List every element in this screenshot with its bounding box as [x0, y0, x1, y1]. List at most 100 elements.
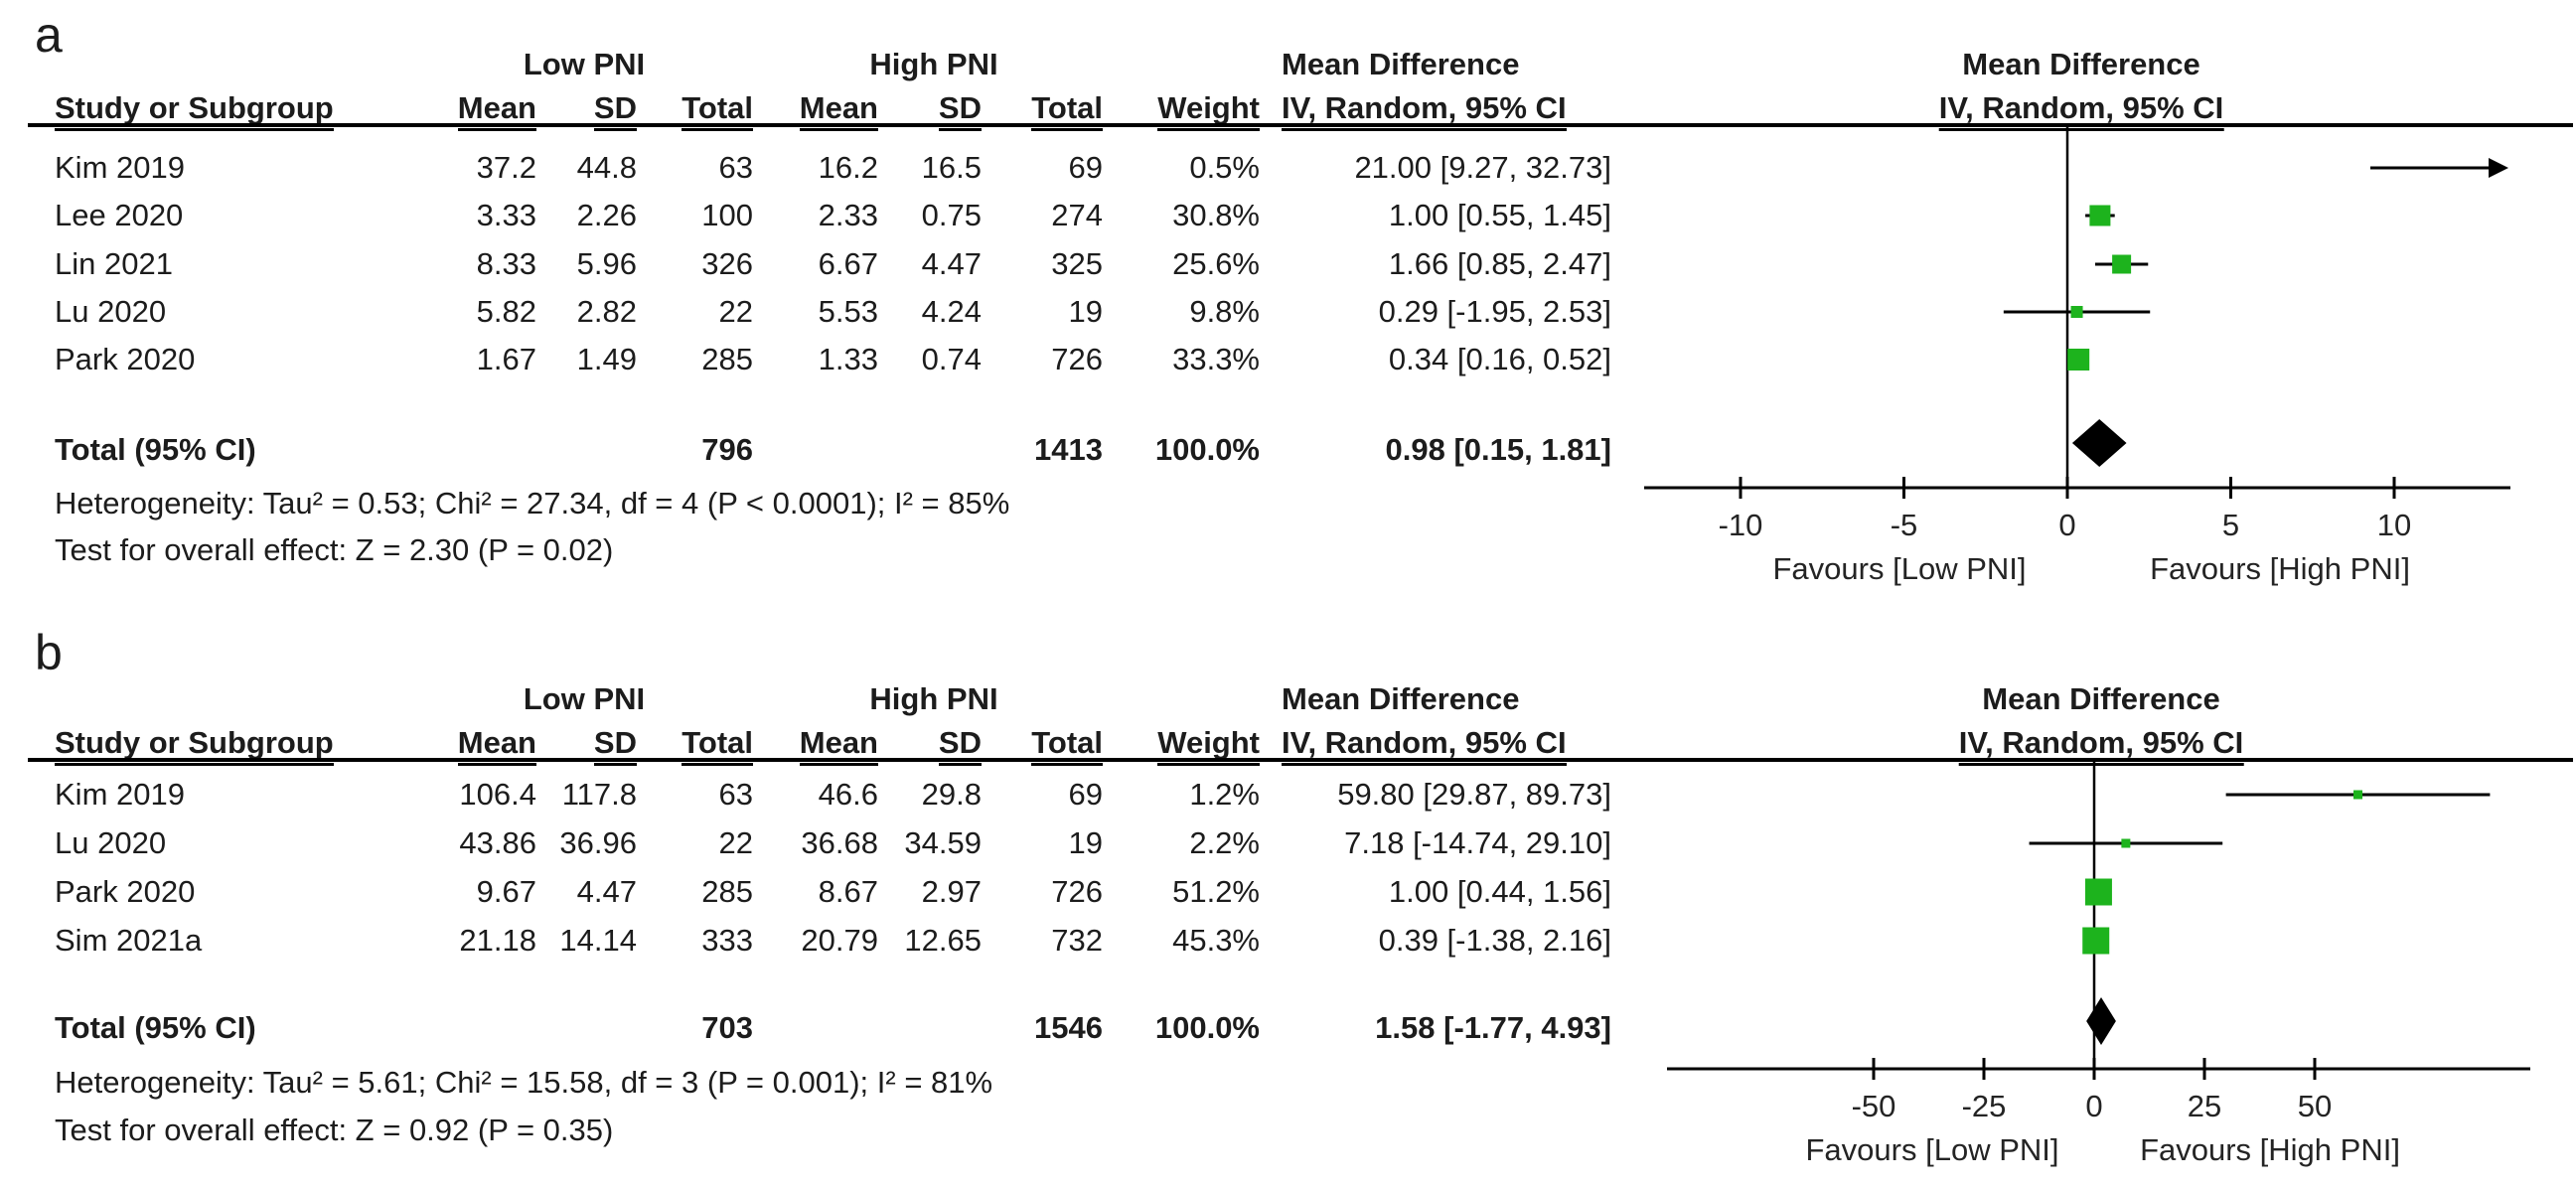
study-weight: 1.2%: [1189, 777, 1260, 812]
study-md_ci: 1.66 [0.85, 2.47]: [1388, 246, 1611, 281]
study-sd1: 2.82: [576, 294, 637, 329]
study-n1: 333: [701, 923, 753, 958]
column-header-n1: Total: [682, 725, 753, 766]
study-weight: 0.5%: [1189, 150, 1260, 185]
study-sd1: 2.26: [576, 198, 637, 232]
axis-tick-label: 0: [2085, 1089, 2102, 1123]
group-header-low-pni: Low PNI: [523, 47, 646, 81]
column-header-sd2: SD: [938, 90, 982, 131]
study-mean1: 3.33: [476, 198, 536, 232]
column-header-n1: Total: [682, 90, 753, 131]
study-sd2: 34.59: [904, 825, 982, 860]
study-sd2: 0.75: [921, 198, 982, 232]
study-mean2: 20.79: [801, 923, 878, 958]
column-header-n2: Total: [1031, 90, 1103, 131]
study-n2: 732: [1051, 923, 1103, 958]
axis-tick-label: -25: [1962, 1089, 2007, 1123]
study-mean2: 36.68: [801, 825, 878, 860]
study-n2: 274: [1051, 198, 1103, 232]
study-mean1: 9.67: [476, 874, 536, 909]
favours-left-label: Favours [Low PNI]: [1806, 1132, 2059, 1167]
study-n1: 100: [701, 198, 753, 232]
study-n1: 63: [718, 777, 753, 812]
column-header-mean2: Mean: [799, 725, 878, 766]
heterogeneity-text: Heterogeneity: Tau² = 5.61; Chi² = 15.58…: [55, 1065, 993, 1100]
study-sd1: 1.49: [576, 342, 637, 376]
effect-square: [2067, 349, 2090, 371]
effect-header-text-column: Mean Difference: [1282, 681, 1520, 716]
axis-tick-label: 10: [2377, 508, 2411, 542]
total-md-ci: 0.98 [0.15, 1.81]: [1385, 432, 1612, 467]
study-sd1: 44.8: [576, 150, 637, 185]
axis-tick-label: 5: [2222, 508, 2239, 542]
panel-label: b: [35, 625, 63, 680]
total-n1: 796: [701, 432, 753, 467]
study-n2: 69: [1068, 777, 1103, 812]
overall-effect-text: Test for overall effect: Z = 2.30 (P = 0…: [55, 532, 614, 567]
favours-left-label: Favours [Low PNI]: [1773, 551, 2027, 586]
study-name: Kim 2019: [55, 777, 185, 812]
study-mean2: 2.33: [818, 198, 878, 232]
total-label: Total (95% CI): [55, 1010, 256, 1045]
study-md_ci: 21.00 [9.27, 32.73]: [1354, 150, 1611, 185]
total-label: Total (95% CI): [55, 432, 256, 467]
study-n1: 326: [701, 246, 753, 281]
header-rule: [28, 758, 2573, 762]
group-header-high-pni: High PNI: [869, 47, 998, 81]
study-md_ci: 0.39 [-1.38, 2.16]: [1378, 923, 1611, 958]
study-n2: 19: [1068, 825, 1103, 860]
study-weight: 51.2%: [1172, 874, 1260, 909]
study-name: Kim 2019: [55, 150, 185, 185]
study-mean1: 5.82: [476, 294, 536, 329]
study-sd2: 29.8: [921, 777, 982, 812]
study-n1: 63: [718, 150, 753, 185]
study-n2: 19: [1068, 294, 1103, 329]
effect-square: [2112, 254, 2132, 274]
study-n1: 285: [701, 874, 753, 909]
total-weight: 100.0%: [1154, 432, 1260, 467]
overall-effect-text: Test for overall effect: Z = 0.92 (P = 0…: [55, 1113, 614, 1147]
column-header-effect-ci-text: IV, Random, 95% CI: [1282, 90, 1567, 131]
favours-right-label: Favours [High PNI]: [2150, 551, 2410, 586]
column-header-mean1: Mean: [457, 90, 536, 131]
column-header-effect-ci-plot: IV, Random, 95% CI: [1938, 90, 2224, 131]
study-weight: 2.2%: [1189, 825, 1260, 860]
effect-square: [2070, 306, 2083, 318]
pooled-diamond: [2086, 997, 2116, 1045]
effect-square: [2121, 838, 2131, 848]
study-name: Lu 2020: [55, 825, 167, 860]
study-n2: 726: [1051, 874, 1103, 909]
study-sd1: 117.8: [561, 777, 637, 812]
total-n2: 1546: [1034, 1010, 1103, 1045]
study-md_ci: 0.34 [0.16, 0.52]: [1388, 342, 1611, 376]
study-name: Sim 2021a: [55, 923, 203, 958]
study-n1: 22: [718, 294, 753, 329]
study-n1: 285: [701, 342, 753, 376]
off-scale-arrow-icon: [2489, 158, 2508, 178]
column-header-effect-ci-plot: IV, Random, 95% CI: [1958, 725, 2244, 766]
study-sd1: 4.47: [576, 874, 637, 909]
study-sd1: 5.96: [576, 246, 637, 281]
study-n2: 325: [1051, 246, 1103, 281]
column-header-sd1: SD: [593, 90, 637, 131]
study-weight: 45.3%: [1172, 923, 1260, 958]
study-mean2: 1.33: [818, 342, 878, 376]
column-header-effect-ci-text: IV, Random, 95% CI: [1282, 725, 1567, 766]
pooled-diamond: [2071, 419, 2127, 467]
favours-right-label: Favours [High PNI]: [2140, 1132, 2400, 1167]
axis-tick-label: -10: [1719, 508, 1763, 542]
axis-tick-label: -5: [1891, 508, 1918, 542]
study-mean1: 106.4: [459, 777, 536, 812]
study-mean2: 8.67: [818, 874, 878, 909]
study-sd1: 14.14: [559, 923, 637, 958]
effect-square: [2082, 927, 2110, 955]
study-mean2: 5.53: [818, 294, 878, 329]
study-weight: 25.6%: [1172, 246, 1260, 281]
column-header-mean1: Mean: [457, 725, 536, 766]
group-header-low-pni: Low PNI: [523, 681, 646, 716]
column-header-weight: Weight: [1157, 725, 1260, 766]
study-weight: 9.8%: [1189, 294, 1260, 329]
axis-tick-label: 25: [2188, 1089, 2221, 1123]
column-header-sd2: SD: [938, 725, 982, 766]
